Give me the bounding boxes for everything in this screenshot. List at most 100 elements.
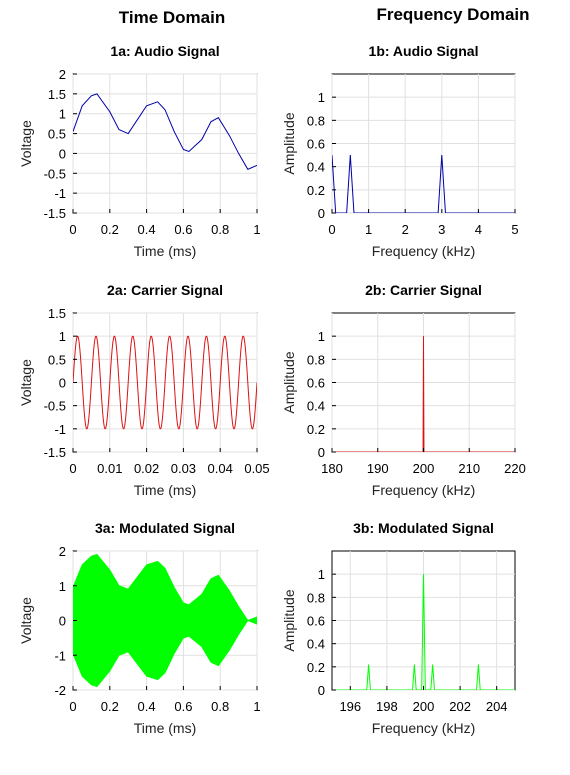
x-tick-label: 202 — [449, 699, 471, 714]
x-tick-label: 200 — [413, 699, 435, 714]
chart-title: 3a: Modulated Signal — [95, 520, 235, 536]
x-tick-label: 210 — [458, 461, 480, 476]
y-tick-label: 1.5 — [48, 306, 66, 321]
y-tick-label: 1 — [59, 329, 66, 344]
x-axis-label: Frequency (kHz) — [372, 482, 475, 498]
y-axis-label: Voltage — [18, 120, 34, 167]
y-tick-label: 0.6 — [307, 137, 325, 152]
x-tick-label: 190 — [367, 461, 389, 476]
x-tick-label: 0 — [69, 222, 76, 237]
y-axis-label: Amplitude — [281, 112, 297, 174]
y-tick-label: 0.6 — [307, 376, 325, 391]
y-tick-label: -1 — [54, 186, 66, 201]
x-tick-label: 0.4 — [138, 222, 156, 237]
y-tick-label: 2 — [59, 544, 66, 559]
y-axis-label: Voltage — [18, 597, 34, 644]
y-tick-label: -1 — [54, 648, 66, 663]
y-tick-label: 0.5 — [48, 352, 66, 367]
chart-title: 3b: Modulated Signal — [353, 520, 494, 536]
y-tick-label: -1 — [54, 422, 66, 437]
x-tick-label: 0.6 — [174, 222, 192, 237]
y-tick-label: 0 — [59, 146, 66, 161]
series-group — [332, 155, 515, 213]
y-tick-label: -0.5 — [44, 166, 66, 181]
y-tick-label: 0.8 — [307, 590, 325, 605]
x-tick-label: 5 — [511, 222, 518, 237]
y-tick-label: 1 — [59, 579, 66, 594]
x-tick-label: 204 — [486, 699, 508, 714]
chart-2b: 180 190 200 210 220 0 0.2 0.4 0.6 0.8 1 2b: Carrier… — [281, 282, 526, 498]
y-tick-label: 1 — [318, 329, 325, 344]
y-tick-label: 0.4 — [307, 399, 325, 414]
x-tick-label: 0 — [69, 461, 76, 476]
y-axis-label: Amplitude — [281, 351, 297, 413]
series-group — [332, 574, 515, 690]
plot-area — [72, 73, 258, 214]
x-tick-label: 0.4 — [138, 699, 156, 714]
chart-1a: 0 0.2 0.4 0.6 0.8 1 -1.5 -1 -0.5 0 0.5 1 1.5 2 1a: Aud… — [18, 43, 261, 259]
series-group — [73, 93, 257, 170]
y-tick-label: 0 — [59, 614, 66, 629]
y-tick-label: 0.8 — [307, 113, 325, 128]
x-tick-label: 196 — [339, 699, 361, 714]
x-tick-label: 0.6 — [174, 699, 192, 714]
y-tick-label: 0 — [59, 376, 66, 391]
y-tick-label: 1.5 — [48, 87, 66, 102]
chart-title: 1b: Audio Signal — [369, 43, 479, 59]
x-tick-label: 220 — [504, 461, 526, 476]
y-tick-label: 0.8 — [307, 352, 325, 367]
x-tick-label: 4 — [475, 222, 482, 237]
chart-2a: 0 0.01 0.02 0.03 0.04 0.05 -1.5 -1 -0.5 0 0.5 1 1.5 2… — [18, 282, 270, 498]
x-axis-label: Frequency (kHz) — [372, 243, 475, 259]
y-tick-label: 0.2 — [307, 183, 325, 198]
series-group — [73, 553, 257, 688]
chart-1b: 0 1 2 3 4 5 0 0.2 0.4 0.6 0.8 1 1b: Audio Signal Freq… — [281, 43, 519, 259]
y-axis-label: Voltage — [18, 359, 34, 406]
x-tick-label: 1 — [253, 222, 260, 237]
chart-title: 1a: Audio Signal — [110, 43, 219, 59]
x-tick-label: 0.01 — [97, 461, 122, 476]
y-tick-label: 0 — [318, 206, 325, 221]
chart-title: 2a: Carrier Signal — [107, 282, 223, 298]
y-tick-label: 0.2 — [307, 422, 325, 437]
x-tick-label: 0.2 — [101, 699, 119, 714]
modulated-band — [73, 553, 257, 688]
x-tick-label: 198 — [376, 699, 398, 714]
x-tick-label: 2 — [402, 222, 409, 237]
x-axis-label: Time (ms) — [134, 720, 196, 736]
x-tick-label: 0.05 — [244, 461, 269, 476]
x-tick-label: 0.2 — [101, 222, 119, 237]
y-tick-label: -1.5 — [44, 206, 66, 221]
x-axis-label: Time (ms) — [134, 482, 196, 498]
y-tick-label: 0.6 — [307, 614, 325, 629]
time-domain-header: Time Domain — [119, 8, 225, 27]
y-tick-label: 0.4 — [307, 160, 325, 175]
frequency-domain-header: Frequency Domain — [376, 5, 529, 24]
y-tick-label: 0.2 — [307, 660, 325, 675]
series-group — [73, 335, 257, 430]
x-tick-label: 0.02 — [134, 461, 159, 476]
series-line — [73, 93, 257, 170]
y-tick-label: 2 — [59, 67, 66, 82]
series-line — [332, 574, 515, 690]
x-tick-label: 0 — [69, 699, 76, 714]
x-tick-label: 1 — [253, 699, 260, 714]
chart-3b: 196 198 200 202 204 0 0.2 0.4 0.6 0.8 1 3b: Modulat… — [281, 520, 516, 736]
y-tick-label: 1 — [318, 90, 325, 105]
y-tick-label: 1 — [59, 107, 66, 122]
x-tick-label: 0.8 — [211, 222, 229, 237]
x-tick-label: 0.8 — [211, 699, 229, 714]
y-tick-label: -2 — [54, 683, 66, 698]
y-tick-label: -0.5 — [44, 399, 66, 414]
x-tick-label: 3 — [438, 222, 445, 237]
carrier-line — [73, 335, 257, 430]
y-axis-label: Amplitude — [281, 589, 297, 651]
chart-title: 2b: Carrier Signal — [365, 282, 482, 298]
y-tick-label: 0 — [318, 683, 325, 698]
series-line — [332, 155, 515, 213]
x-tick-label: 0 — [328, 222, 335, 237]
y-tick-label: 0 — [318, 445, 325, 460]
y-tick-label: 0.4 — [307, 637, 325, 652]
x-axis-label: Time (ms) — [134, 243, 196, 259]
